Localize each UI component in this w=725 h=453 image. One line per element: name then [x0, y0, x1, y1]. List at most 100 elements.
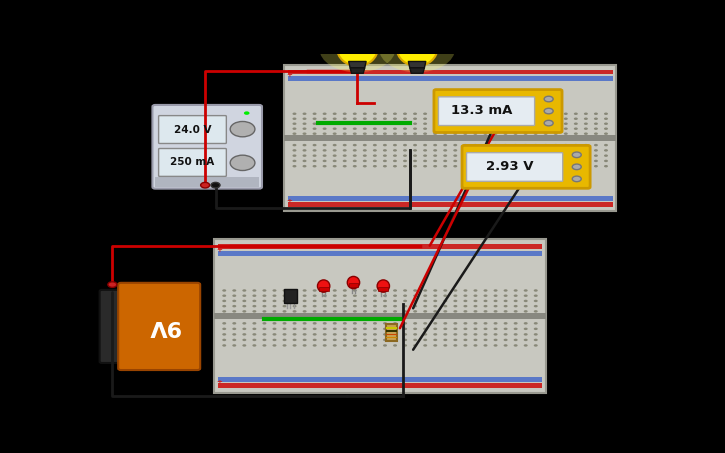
Circle shape	[323, 310, 327, 313]
Circle shape	[252, 294, 257, 297]
Circle shape	[453, 132, 457, 135]
Circle shape	[293, 300, 297, 302]
Circle shape	[333, 310, 336, 313]
Circle shape	[523, 344, 528, 347]
Circle shape	[223, 328, 226, 330]
Circle shape	[383, 333, 387, 336]
Circle shape	[423, 294, 427, 297]
Circle shape	[413, 144, 417, 146]
Circle shape	[513, 300, 518, 302]
Circle shape	[513, 344, 518, 347]
Circle shape	[604, 112, 608, 115]
Circle shape	[302, 149, 307, 152]
Circle shape	[503, 112, 508, 115]
Circle shape	[423, 144, 427, 146]
Circle shape	[292, 154, 297, 157]
Circle shape	[434, 305, 437, 308]
Circle shape	[564, 122, 568, 125]
Circle shape	[513, 160, 518, 162]
Circle shape	[383, 122, 387, 125]
Circle shape	[343, 160, 347, 162]
Circle shape	[383, 132, 387, 135]
Circle shape	[584, 117, 588, 120]
Circle shape	[262, 289, 266, 292]
Circle shape	[594, 122, 598, 125]
Circle shape	[544, 154, 547, 157]
Circle shape	[393, 294, 397, 297]
Circle shape	[463, 333, 468, 336]
Circle shape	[393, 149, 397, 152]
Circle shape	[302, 328, 307, 330]
Circle shape	[564, 117, 568, 120]
Circle shape	[363, 300, 367, 302]
Circle shape	[484, 165, 487, 168]
Circle shape	[504, 289, 507, 292]
Circle shape	[362, 160, 367, 162]
Circle shape	[393, 144, 397, 146]
Circle shape	[242, 300, 246, 302]
Circle shape	[544, 132, 547, 135]
Circle shape	[604, 132, 608, 135]
FancyBboxPatch shape	[284, 65, 616, 211]
Ellipse shape	[337, 30, 378, 66]
Circle shape	[473, 117, 477, 120]
Circle shape	[523, 112, 528, 115]
Circle shape	[273, 344, 276, 347]
Circle shape	[473, 122, 477, 125]
Circle shape	[433, 112, 437, 115]
Circle shape	[373, 165, 377, 168]
Circle shape	[283, 344, 286, 347]
Circle shape	[484, 322, 487, 324]
Circle shape	[292, 149, 297, 152]
Circle shape	[443, 305, 447, 308]
FancyBboxPatch shape	[159, 116, 226, 144]
Circle shape	[534, 117, 538, 120]
Circle shape	[343, 328, 347, 330]
Circle shape	[453, 127, 457, 130]
Circle shape	[604, 165, 608, 168]
Circle shape	[413, 112, 417, 115]
Circle shape	[273, 289, 276, 292]
Circle shape	[373, 132, 377, 135]
Circle shape	[554, 122, 558, 125]
Circle shape	[504, 294, 507, 297]
Circle shape	[513, 154, 518, 157]
Circle shape	[262, 333, 266, 336]
Circle shape	[523, 305, 528, 308]
Circle shape	[223, 300, 226, 302]
Circle shape	[333, 339, 336, 341]
Circle shape	[604, 122, 608, 125]
Circle shape	[443, 154, 447, 157]
Circle shape	[584, 165, 588, 168]
Circle shape	[513, 289, 518, 292]
Circle shape	[564, 165, 568, 168]
Circle shape	[413, 305, 417, 308]
Circle shape	[423, 127, 427, 130]
Circle shape	[463, 127, 468, 130]
Circle shape	[373, 127, 377, 130]
Circle shape	[273, 300, 276, 302]
Circle shape	[323, 339, 327, 341]
Circle shape	[513, 333, 518, 336]
Circle shape	[252, 300, 257, 302]
Circle shape	[413, 132, 417, 135]
Bar	[288, 202, 613, 207]
Circle shape	[312, 132, 317, 135]
Circle shape	[393, 160, 397, 162]
Circle shape	[494, 322, 497, 324]
Circle shape	[443, 132, 447, 135]
Circle shape	[494, 112, 497, 115]
Circle shape	[554, 112, 558, 115]
FancyBboxPatch shape	[462, 145, 590, 188]
Circle shape	[544, 96, 553, 102]
Circle shape	[312, 333, 317, 336]
Circle shape	[473, 289, 478, 292]
Circle shape	[494, 300, 497, 302]
Circle shape	[362, 117, 367, 120]
Circle shape	[453, 160, 457, 162]
Circle shape	[373, 310, 377, 313]
Circle shape	[572, 176, 581, 182]
Circle shape	[523, 160, 528, 162]
Circle shape	[343, 305, 347, 308]
Circle shape	[283, 300, 286, 302]
